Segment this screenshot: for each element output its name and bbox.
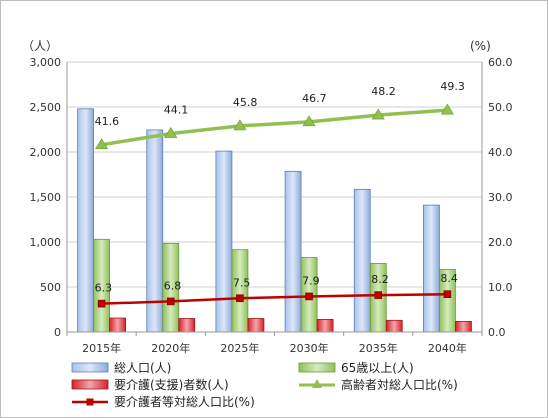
y-right-tick-label: 10.0 (488, 281, 513, 294)
x-tick-label: 2035年 (359, 341, 398, 355)
y-right-tick-label: 30.0 (488, 191, 513, 204)
data-label: 45.8 (233, 96, 258, 109)
legend-marker (86, 398, 94, 406)
data-label: 8.4 (440, 272, 458, 285)
gridlines (67, 61, 482, 288)
series-line-1 (101, 108, 448, 147)
line-marker (302, 115, 316, 127)
bar-3 (109, 317, 126, 333)
axes: 0 0.0 500 10.0 1,000 20.0 1,500 30.0 2,000 40.0 2,… (30, 56, 513, 355)
data-label: 8.2 (371, 273, 389, 286)
bars (77, 108, 472, 333)
x-tick-label: 2025年 (220, 341, 259, 355)
line-marker (95, 138, 109, 150)
y-left-tick-label: 1,000 (30, 236, 62, 249)
y-left-tick-label: 500 (40, 281, 61, 294)
data-label: 6.8 (164, 279, 182, 292)
line-marker (97, 299, 106, 308)
legend-swatch (298, 362, 336, 373)
data-label: 44.1 (164, 104, 189, 117)
y-right-tick-label: 0.0 (488, 326, 506, 339)
y-right-tick-label: 50.0 (488, 101, 513, 114)
data-label: 49.3 (440, 80, 465, 93)
legend-label: 総人口(人) (114, 361, 171, 375)
y-left-unit: （人） (22, 39, 58, 53)
data-label: 6.3 (95, 282, 113, 295)
series-line-2 (101, 292, 448, 305)
bar-3 (316, 318, 334, 333)
bar-1 (77, 108, 94, 333)
line-marker (236, 294, 244, 303)
line-marker (305, 292, 313, 301)
data-labels: 41.6 44.1 45.8 46.7 48.2 49.3 6.3 6.8 7.5 7.9 8.2 8… (95, 80, 465, 295)
y-left-tick-label: 0 (54, 326, 61, 339)
y-left-tick-label: 1,500 (30, 191, 62, 204)
data-label: 41.6 (95, 115, 120, 128)
line-marker (371, 108, 385, 120)
line-marker (440, 103, 454, 115)
bar-1 (353, 188, 371, 333)
legend-label: 高齢者対総人口比(%) (341, 377, 458, 392)
legend-swatch (71, 362, 109, 373)
x-tick-label: 2015年 (82, 341, 121, 355)
legend-label: 要介護者等対総人口比(%) (114, 394, 255, 409)
line-marker (374, 291, 383, 299)
line-marker (443, 290, 452, 299)
bar-3 (385, 319, 403, 333)
data-label: 7.5 (233, 276, 251, 289)
legend-label: 65歳以上(人) (341, 361, 414, 375)
y-right-tick-label: 40.0 (488, 146, 513, 159)
data-label: 48.2 (371, 85, 396, 98)
lines (95, 103, 454, 308)
x-tick-label: 2030年 (290, 341, 329, 355)
x-tick-label: 2020年 (151, 341, 190, 355)
y-left-tick-label: 2,000 (30, 146, 62, 159)
legend-label: 要介護(支援)者数(人) (114, 377, 229, 392)
y-right-tick-label: 20.0 (488, 236, 513, 249)
data-label: 46.7 (302, 92, 327, 105)
legend-swatch (71, 379, 109, 390)
line-marker (233, 119, 247, 131)
bar-1 (284, 170, 302, 333)
bar-1 (423, 204, 440, 333)
x-tick-label: 2040年 (428, 341, 467, 355)
y-left-tick-label: 3,000 (30, 56, 62, 69)
bar-2 (231, 249, 249, 333)
legend-marker (312, 379, 322, 388)
bar-1 (215, 150, 233, 333)
bar-3 (247, 318, 265, 333)
legend: 総人口(人) 65歳以上(人) 要介護(支援)者数(人) 高齢者対総人口比(%) 要介護… (71, 361, 458, 409)
bar-3 (178, 318, 196, 333)
bar-3 (455, 320, 472, 333)
line-marker (166, 297, 175, 306)
y-right-unit: (%) (470, 39, 491, 53)
y-right-tick-label: 60.0 (488, 56, 513, 69)
y-left-tick-label: 2,500 (30, 101, 62, 114)
data-label: 7.9 (302, 274, 320, 287)
line-marker (164, 126, 178, 138)
